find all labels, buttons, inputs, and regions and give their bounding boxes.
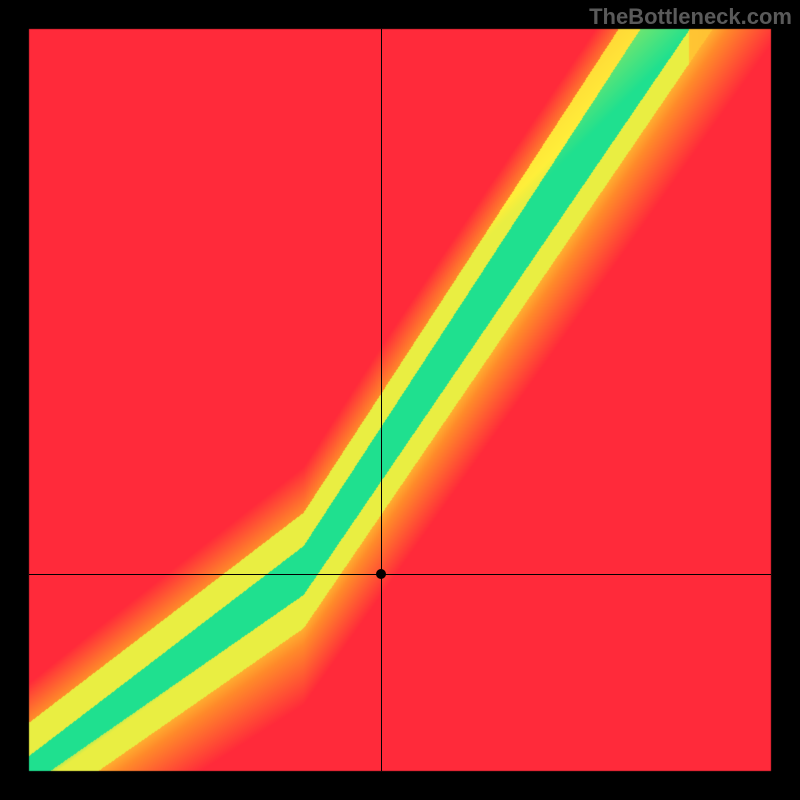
watermark-text: TheBottleneck.com <box>589 4 792 30</box>
crosshair-marker <box>376 569 386 579</box>
crosshair-vertical <box>381 29 382 771</box>
heatmap-canvas <box>0 0 800 800</box>
chart-container: TheBottleneck.com <box>0 0 800 800</box>
crosshair-horizontal <box>29 574 771 575</box>
